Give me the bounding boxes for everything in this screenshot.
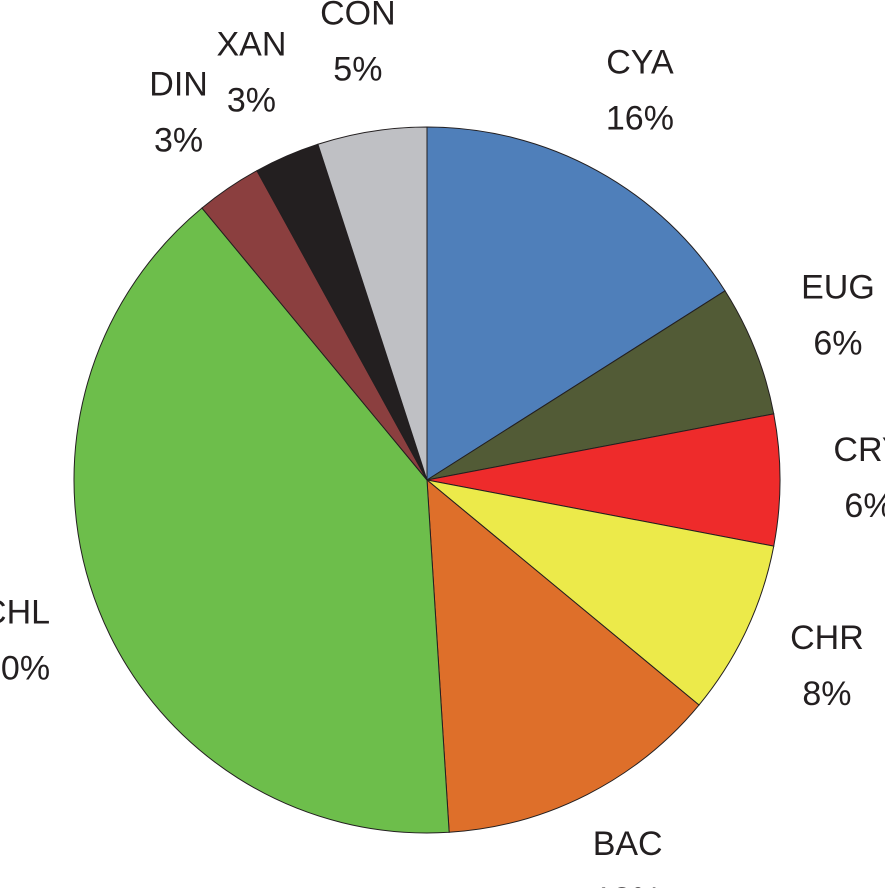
slice-value-label: 6% [844,487,885,525]
slice-value-label: 6% [813,324,862,362]
slice-value-label: 3% [227,81,276,119]
slice-value-label: 13% [594,881,662,888]
pie-slice [426,290,775,481]
pie-slice [426,478,700,833]
pie-slice [426,413,781,547]
slice-value-label: 3% [154,121,203,159]
slice-value-label: 5% [333,50,382,88]
pie-slice [73,207,450,834]
slice-value-label: 40% [0,650,50,688]
pie-slice [426,126,726,481]
slice-category-label: CON [320,0,396,32]
slice-category-label: CRY [833,431,885,469]
slice-category-label: CYA [606,44,674,82]
slice-category-label: CHL [0,594,50,632]
slice-value-label: 16% [606,100,674,138]
pie-slice [317,126,428,481]
slice-category-label: XAN [216,25,286,63]
pie-slice [426,479,775,706]
slice-category-label: EUG [801,268,875,306]
slice-category-label: BAC [593,825,663,863]
slice-category-label: DIN [149,65,208,103]
slice-category-label: CHR [790,619,864,657]
slice-value-label: 8% [802,675,851,713]
